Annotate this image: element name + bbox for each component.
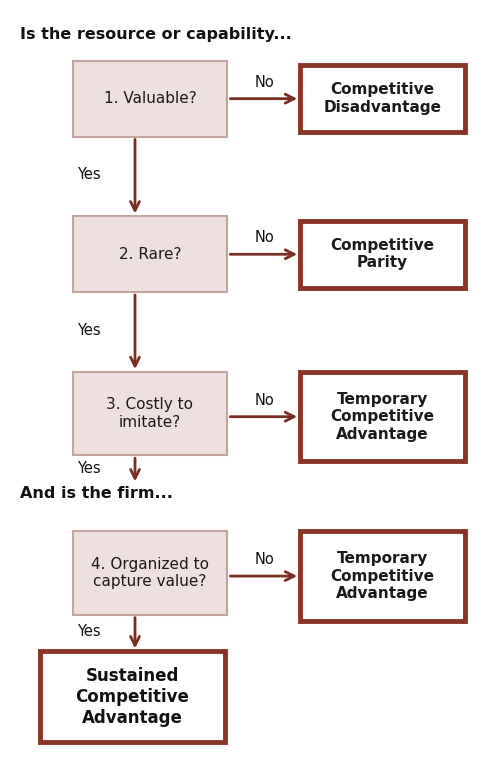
FancyBboxPatch shape [40, 651, 225, 742]
Text: 2. Rare?: 2. Rare? [119, 247, 181, 262]
FancyBboxPatch shape [72, 216, 228, 292]
FancyBboxPatch shape [72, 531, 228, 615]
FancyBboxPatch shape [72, 61, 228, 137]
Text: Temporary
Competitive
Advantage: Temporary Competitive Advantage [330, 392, 434, 442]
Text: No: No [254, 552, 274, 567]
Text: Yes: Yes [78, 167, 101, 182]
FancyBboxPatch shape [300, 372, 465, 461]
Text: 3. Costly to
imitate?: 3. Costly to imitate? [106, 398, 194, 430]
Text: Yes: Yes [78, 323, 101, 339]
Text: 4. Organized to
capture value?: 4. Organized to capture value? [91, 557, 209, 589]
Text: Yes: Yes [78, 624, 101, 639]
Text: Temporary
Competitive
Advantage: Temporary Competitive Advantage [330, 551, 434, 601]
Text: No: No [254, 74, 274, 90]
FancyBboxPatch shape [300, 221, 465, 288]
FancyBboxPatch shape [300, 531, 465, 621]
Text: Competitive
Disadvantage: Competitive Disadvantage [324, 83, 442, 115]
Text: And is the firm...: And is the firm... [20, 486, 173, 501]
FancyBboxPatch shape [300, 65, 465, 132]
Text: 1. Valuable?: 1. Valuable? [104, 91, 196, 106]
Text: No: No [254, 230, 274, 245]
Text: Sustained
Competitive
Advantage: Sustained Competitive Advantage [76, 667, 190, 726]
Text: Yes: Yes [78, 461, 101, 476]
Text: No: No [254, 392, 274, 408]
Text: Is the resource or capability...: Is the resource or capability... [20, 27, 292, 42]
Text: Competitive
Parity: Competitive Parity [330, 238, 434, 270]
FancyBboxPatch shape [72, 372, 228, 455]
